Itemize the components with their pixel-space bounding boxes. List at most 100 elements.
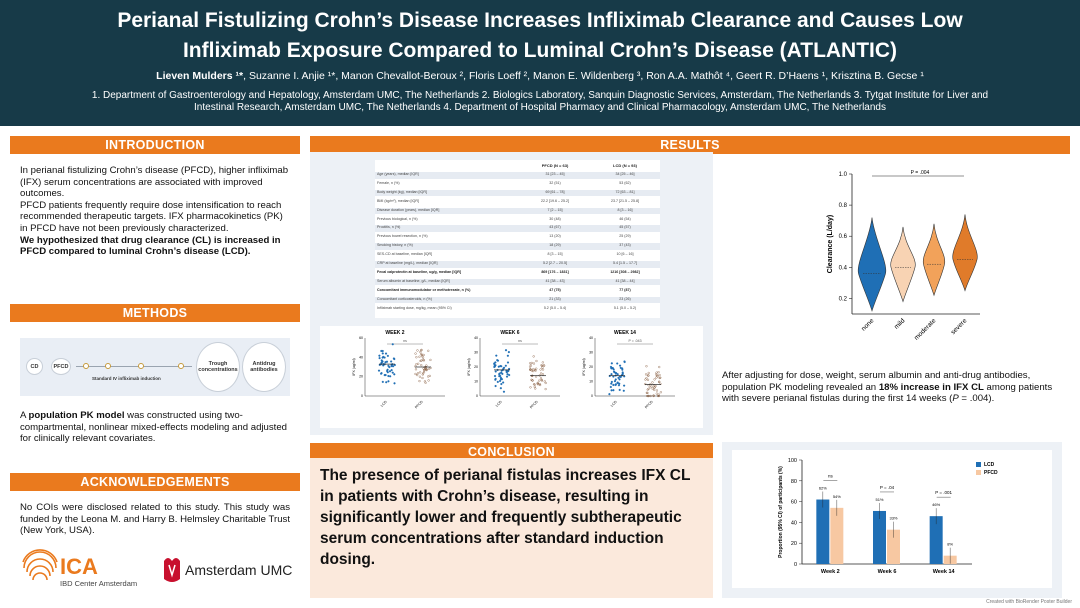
bar-x-label: Week 2	[821, 569, 840, 575]
violin-x-label: severe	[950, 317, 969, 336]
trough-circle: Trough concentrations	[196, 342, 240, 392]
dotplot-point	[506, 373, 509, 376]
table-cell-label: Disease duration (years), median [IQR]	[377, 207, 440, 212]
dose-marker-2	[105, 363, 111, 369]
dotplot-point	[423, 369, 426, 372]
dotplot-point	[392, 357, 395, 360]
table-cell-pfcd: 47 (75)	[549, 287, 561, 292]
bar-value-label: 54%	[833, 494, 841, 499]
dotplots-panel: WEEK 2 ns 0 20 40 60 IFX (ug/ml) LCD PFCD WEEK 6 n…	[320, 326, 703, 428]
dotplot-point	[418, 375, 421, 378]
bar-x-label: Week 14	[933, 569, 956, 575]
antidrug-circle: Antidrug antibodies	[242, 342, 286, 392]
introduction-heading: INTRODUCTION	[10, 136, 300, 154]
dotplot-title: WEEK 2	[385, 330, 404, 336]
dotplot-point	[653, 386, 656, 389]
dotplot-point	[423, 380, 426, 383]
table-cell-lcd: 46 (54)	[619, 216, 631, 221]
dotplot-point	[391, 371, 394, 374]
table-row: BMI (kg/m²), median [IQR] 22.2 [19.6 – 25…	[375, 199, 660, 206]
legend-swatch	[976, 462, 981, 467]
table-cell-label: CRP at baseline (mg/L), median [IQR]	[377, 261, 438, 265]
table-cell-pfcd: 5.2 (5.0 – 5.4)	[543, 305, 567, 310]
dotplot-point	[388, 370, 392, 373]
dotplot-point	[415, 363, 418, 366]
dotplot-point	[649, 394, 652, 398]
table-cell-lcd: 37 (43)	[619, 243, 631, 248]
dotplot-point	[655, 373, 658, 376]
dotplot-point	[619, 364, 622, 367]
dotplot-y-tick: 20	[474, 365, 478, 369]
dose-marker-4	[178, 363, 184, 369]
table-cell-label: Infliximab starting dose, mg/kg, mean (9…	[377, 305, 452, 310]
dotplot-significance: ns	[518, 339, 522, 343]
dotplot-point	[530, 361, 533, 365]
dotplot-point	[616, 362, 619, 365]
dotplot-point	[505, 370, 508, 374]
ica-logo-text: ICA	[60, 554, 98, 579]
dotplot-point	[647, 374, 650, 377]
table-cell-lcd: 1216 [308 – 2982]	[610, 269, 640, 274]
dotplot-point	[651, 387, 654, 390]
dotplot-point	[498, 373, 501, 376]
table-cell-label: Previous bowel resection, n (%)	[377, 234, 428, 239]
bar-y-tick: 80	[791, 479, 797, 485]
dotplot-point	[419, 351, 422, 354]
acknowledgements-heading: ACKNOWLEDGEMENTS	[10, 473, 300, 491]
bar-chart-container: 0 20 40 60 80 100 Proportion (95% CI) of parti…	[732, 450, 1052, 588]
bar-value-label: 46%	[932, 502, 940, 507]
introduction-text: In perianal fistulizing Crohn’s disease …	[20, 165, 290, 258]
dotplot-point	[384, 352, 388, 355]
affiliations-line-2: Intestinal Research, Amsterdam UMC, The …	[194, 102, 886, 113]
dotplot-point	[422, 367, 425, 370]
table-col-pfcd: PFCD (N = 63)	[541, 163, 569, 168]
dotplot-point	[381, 360, 384, 363]
dotplot-title: WEEK 6	[500, 330, 519, 336]
methods-text: A population PK model was constructed us…	[20, 410, 290, 445]
poster-header: Perianal Fistulizing Crohn’s Disease Inc…	[0, 0, 1080, 126]
dotplot-point	[420, 353, 423, 357]
bar-value-label: 51%	[875, 497, 883, 502]
dotplot-y-tick: 10	[589, 380, 593, 384]
dotplot-point	[508, 373, 511, 377]
dotplot-point	[534, 369, 537, 372]
dotplot-point	[390, 369, 393, 372]
bar-value-label: 8%	[947, 542, 953, 547]
table-cell-label: Fecal calprotectin at baseline, ug/g, me…	[377, 269, 462, 274]
dotplot-y-label: IFX (ug/ml)	[352, 358, 356, 375]
table-row: CRP at baseline (mg/L), median [IQR] 5.2 …	[375, 261, 660, 268]
table-row: Fecal calprotectin at baseline, ug/g, me…	[375, 270, 660, 277]
table-cell-lcd: 53 (62)	[619, 180, 631, 185]
dotplot-point	[535, 359, 538, 363]
dotplot-point	[544, 387, 547, 391]
dotplot-point	[380, 349, 383, 353]
finding-mid: among patients with severe perianal fist…	[722, 381, 1053, 405]
dotplot-x-label: PFCD	[414, 400, 424, 410]
table-row: Infliximab starting dose, mg/kg, mean (9…	[375, 306, 660, 313]
dotplot-point	[644, 382, 647, 386]
cd-circle: CD	[26, 358, 43, 375]
dotplot-point	[659, 391, 662, 394]
dotplot-point	[429, 358, 432, 362]
bar-annotation: ns	[828, 474, 834, 479]
dotplot-point	[381, 352, 384, 355]
bar-value-label: 62%	[819, 486, 827, 491]
violin-x-label: moderate	[913, 317, 938, 342]
dotplot-point	[502, 381, 505, 384]
title-line-2: Infliximab Exposure Compared to Luminal …	[182, 39, 898, 62]
dotplot-point	[536, 381, 539, 384]
table-row: Serum albumin at baseline, g/L, median […	[375, 278, 660, 286]
dotplot-point	[655, 371, 658, 374]
bar-y-tick: 0	[794, 562, 797, 568]
dotplot-point	[499, 374, 502, 378]
table-cell-lcd: 10 [6 – 16]	[616, 252, 634, 257]
dotplot-point	[504, 364, 507, 367]
finding-bold: 18% increase in IFX CL	[878, 381, 984, 393]
dotplot-point	[502, 390, 506, 393]
dotplot-point	[529, 362, 532, 365]
dotplot-point	[655, 376, 658, 379]
dotplot-point	[428, 374, 431, 377]
dotplot-point	[532, 370, 535, 373]
dotplot-point	[646, 378, 650, 381]
table-cell-pfcd: 43 (67)	[549, 225, 561, 230]
